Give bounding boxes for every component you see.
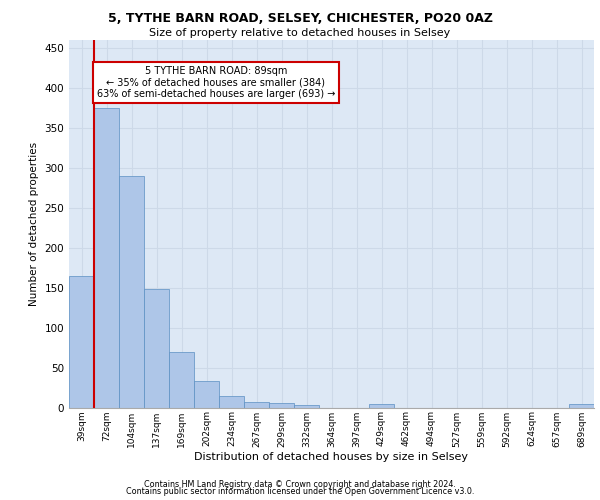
Bar (169, 352, 194, 408)
Bar (269, 402, 294, 407)
Bar (569, 404, 594, 407)
Bar (219, 396, 244, 407)
Y-axis label: Number of detached properties: Number of detached properties (29, 142, 39, 306)
Bar (369, 404, 394, 407)
Text: 5, TYTHE BARN ROAD, SELSEY, CHICHESTER, PO20 0AZ: 5, TYTHE BARN ROAD, SELSEY, CHICHESTER, … (107, 12, 493, 26)
Text: Size of property relative to detached houses in Selsey: Size of property relative to detached ho… (149, 28, 451, 38)
X-axis label: Distribution of detached houses by size in Selsey: Distribution of detached houses by size … (194, 452, 469, 462)
Text: 5 TYTHE BARN ROAD: 89sqm
← 35% of detached houses are smaller (384)
63% of semi-: 5 TYTHE BARN ROAD: 89sqm ← 35% of detach… (97, 66, 335, 99)
Bar (194, 381, 219, 407)
Bar (144, 290, 169, 408)
Bar (294, 405, 319, 407)
Bar (244, 402, 269, 407)
Text: Contains HM Land Registry data © Crown copyright and database right 2024.: Contains HM Land Registry data © Crown c… (144, 480, 456, 489)
Bar (94, 108, 119, 408)
Bar (69, 276, 94, 407)
Bar (119, 176, 144, 408)
Text: Contains public sector information licensed under the Open Government Licence v3: Contains public sector information licen… (126, 488, 474, 496)
